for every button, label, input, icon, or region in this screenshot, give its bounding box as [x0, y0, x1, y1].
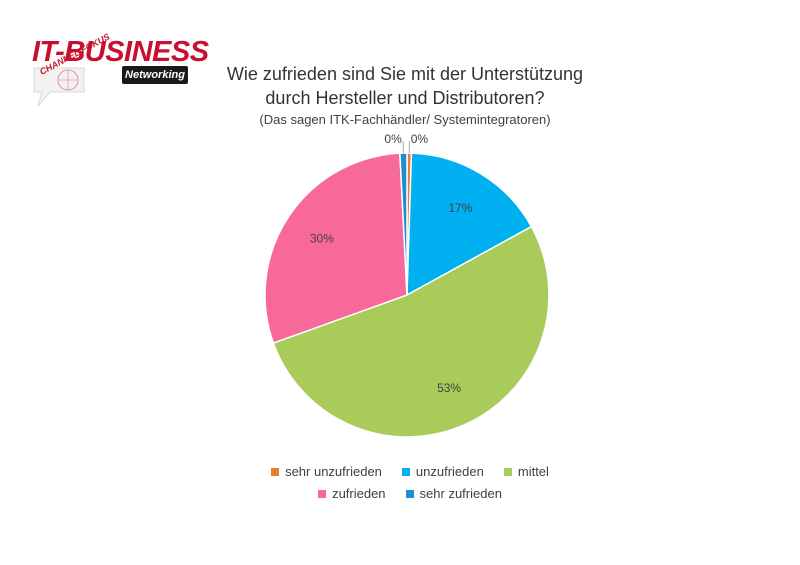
it-business-logo: IT-BUSINESS Networking CHANNEL FOKUS [28, 31, 209, 108]
legend-item-sehr-zufrieden: sehr zufrieden [405, 486, 502, 501]
legend-swatch [318, 489, 327, 498]
logo-brand-text: IT-BUSINESS [32, 36, 209, 68]
chart-subtitle: (Das sagen ITK-Fachhändler/ Systemintegr… [259, 112, 551, 127]
pie-slice-sehr-zufrieden [399, 152, 408, 296]
legend-swatch [271, 467, 280, 476]
chart-title-line-2: durch Hersteller und Distributoren? [265, 88, 545, 108]
legend-swatch [401, 467, 410, 476]
legend-item-zufrieden: zufrieden [318, 486, 386, 501]
pie-slice-unzufrieden [406, 152, 533, 297]
data-label-mittel: 53% [437, 381, 461, 395]
legend-item-unzufrieden: unzufrieden [401, 464, 484, 479]
legend-swatch [405, 489, 414, 498]
logo-badge: Networking [122, 66, 188, 84]
pie-slice-zufrieden [264, 152, 408, 345]
legend-label: mittel [517, 464, 549, 479]
chart-title-line-1: Wie zufrieden sind Sie mit der Unterstüt… [226, 64, 584, 84]
data-label-sehr-zufrieden: 0% [384, 132, 402, 146]
legend-item-sehr-unzufrieden: sehr unzufrieden [271, 464, 382, 479]
legend-label: sehr zufrieden [419, 486, 502, 501]
legend-label: unzufrieden [415, 464, 484, 479]
legend-label: zufrieden [332, 486, 386, 501]
speech-bubble-icon [33, 67, 85, 107]
chart-title-block: Wie zufrieden sind Sie mit der Unterstüt… [170, 62, 640, 130]
data-label-unzufrieden: 17% [448, 201, 472, 215]
legend-swatch [503, 467, 512, 476]
pie-slice-mittel [272, 225, 550, 438]
legend-label: sehr unzufrieden [285, 464, 382, 479]
legend-item-mittel: mittel [503, 464, 549, 479]
data-label-sehr-unzufrieden: 0% [411, 132, 429, 146]
data-label-zufrieden: 30% [310, 231, 334, 245]
chart-legend: sehr unzufrieden unzufrieden mittel zufrie… [240, 464, 580, 508]
